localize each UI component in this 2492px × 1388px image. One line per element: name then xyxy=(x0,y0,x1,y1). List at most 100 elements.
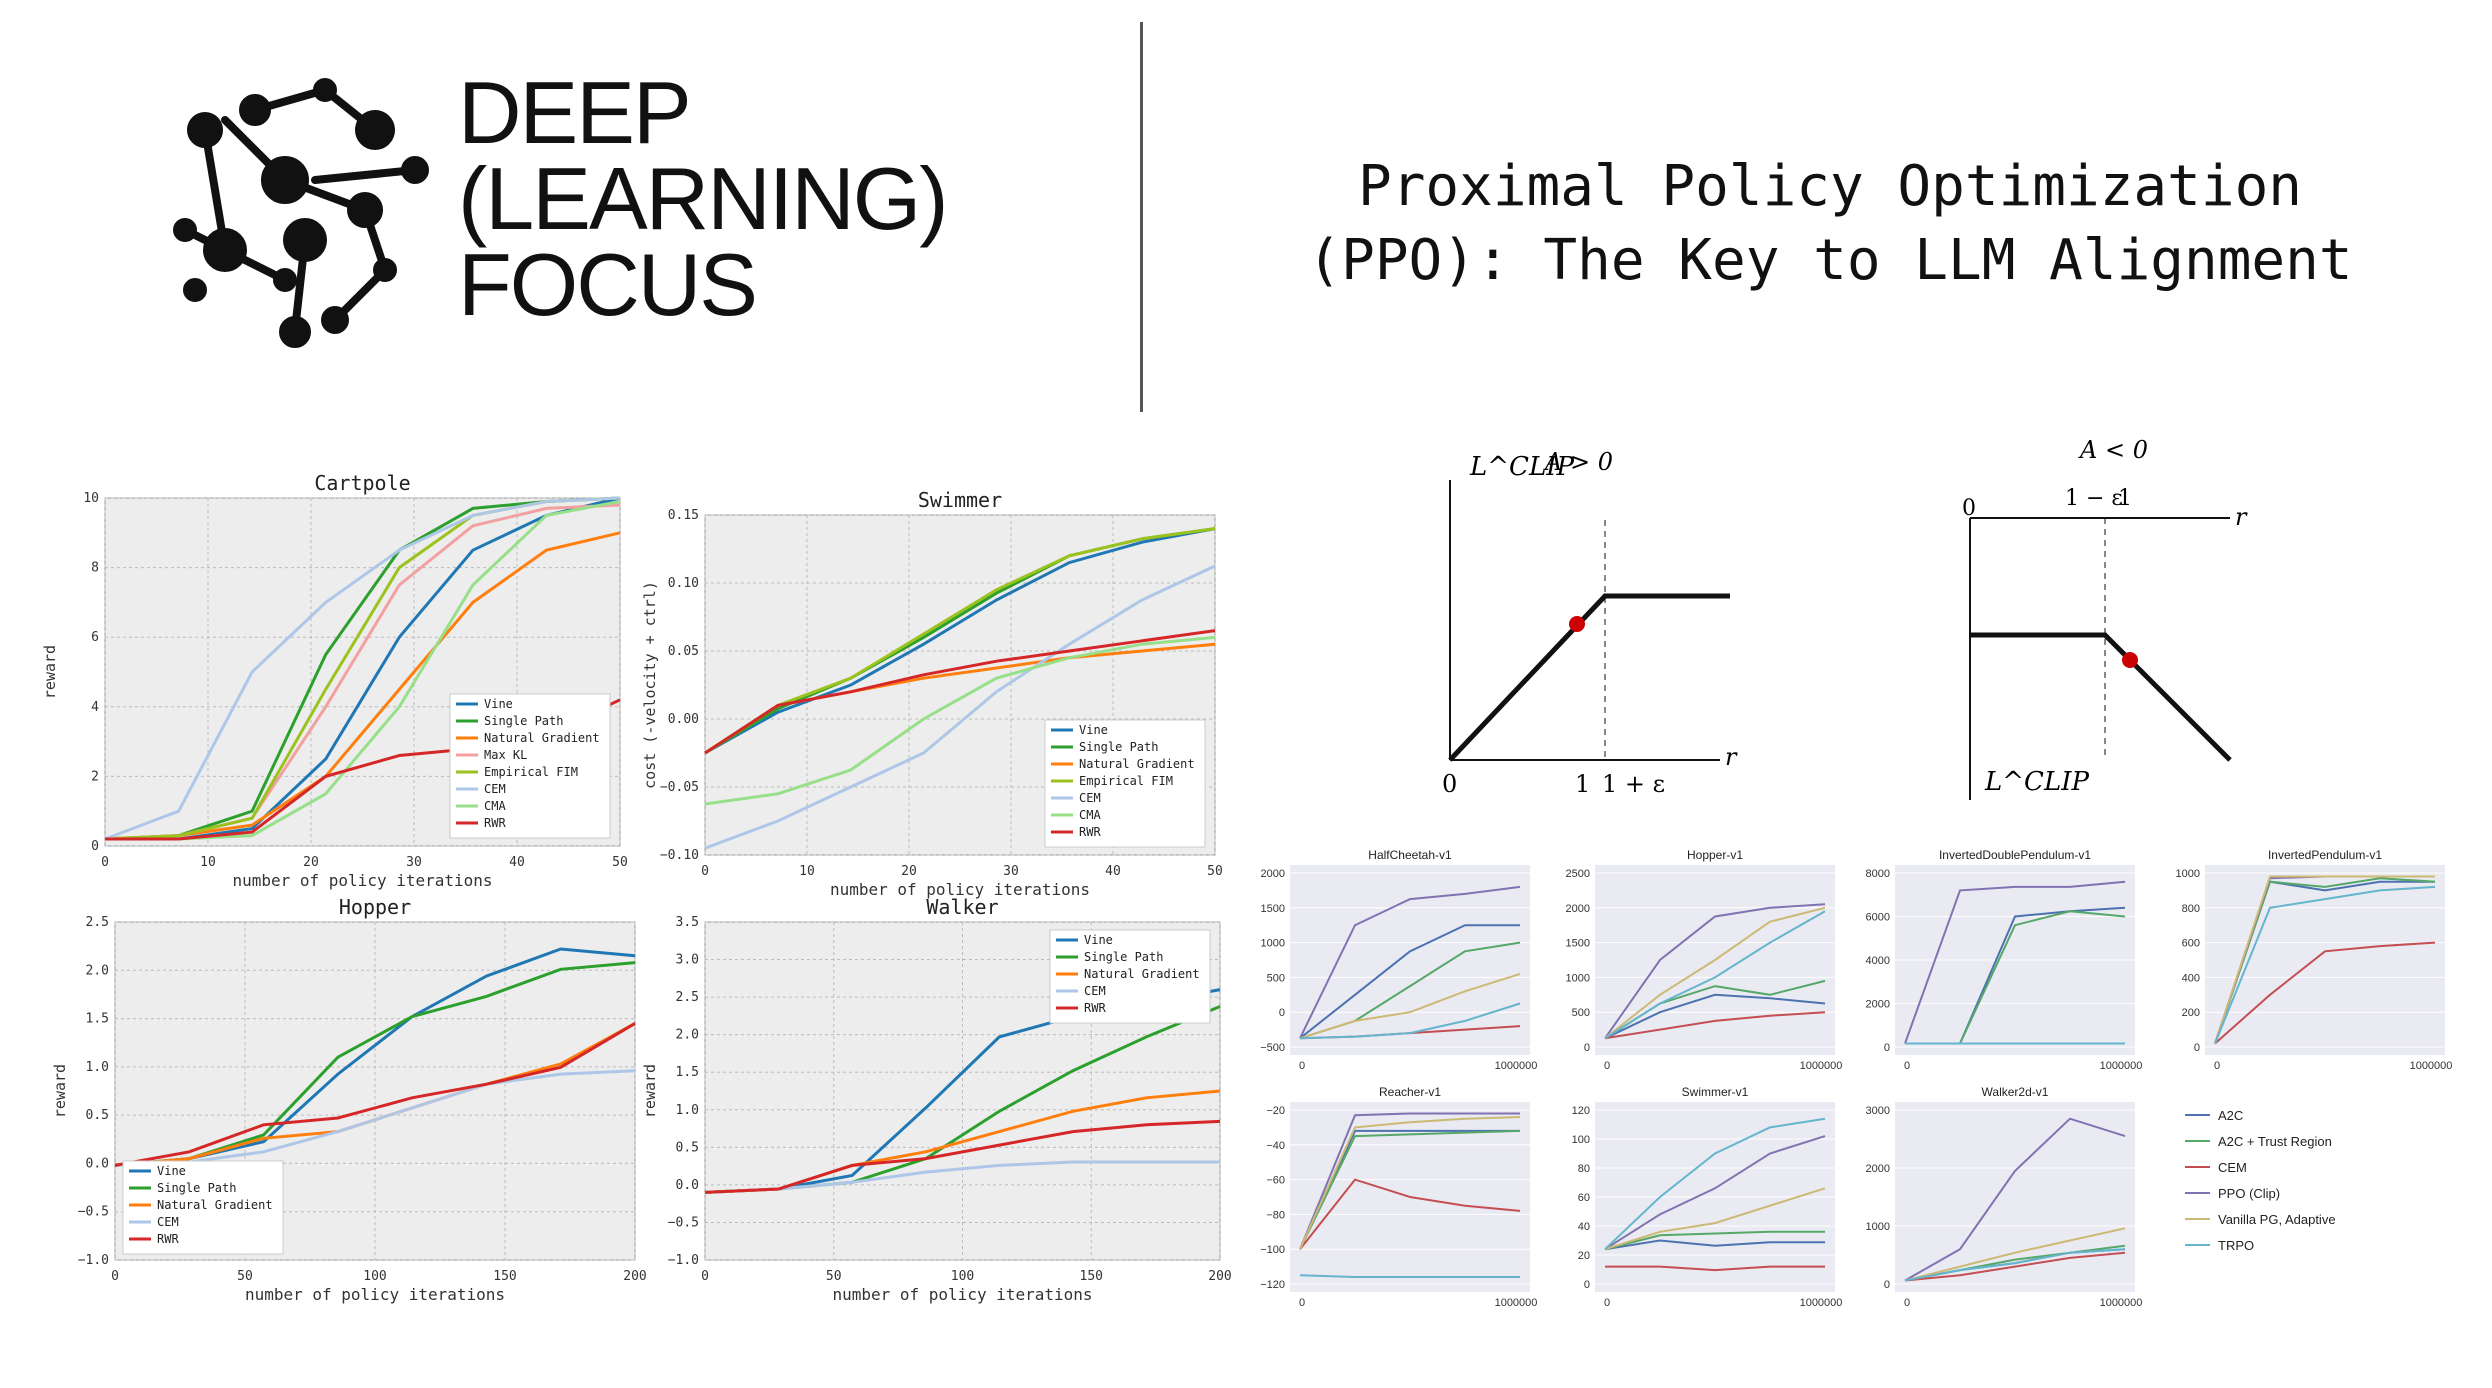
y-tick-label: 500 xyxy=(1267,972,1285,984)
x-tick-label: 20 xyxy=(901,864,917,879)
tick-label: 1 − ε xyxy=(2065,486,2123,511)
series-line xyxy=(1604,910,1826,1040)
y-axis-label: reward xyxy=(641,1064,659,1118)
legend-label: Natural Gradient xyxy=(484,731,600,745)
y-tick-label: 1000 xyxy=(1866,1221,1890,1233)
x-tick-label: 50 xyxy=(1207,864,1223,879)
brain-network-icon xyxy=(173,78,429,348)
y-tick-label: 500 xyxy=(1572,1007,1590,1019)
y-tick-label: 2000 xyxy=(1566,903,1590,915)
legend-label: Empirical FIM xyxy=(484,765,578,779)
legend-label: Natural Gradient xyxy=(1079,757,1195,771)
y-tick-label: −0.5 xyxy=(668,1215,699,1230)
current-point xyxy=(2122,652,2138,668)
mujoco-panel: Swimmer-v1 0 20 40 60 80 100 120 0 1000000 xyxy=(1572,1085,1843,1309)
series-line xyxy=(1604,1230,1825,1251)
y-tick-label: 2000 xyxy=(1866,1163,1890,1175)
title-line-1: Proximal Policy Optimization xyxy=(1357,154,2302,219)
legend-box xyxy=(1044,719,1206,848)
x-tick-label: 0 xyxy=(1904,1060,1910,1072)
legend-label: RWR xyxy=(484,816,506,830)
legend-label: Natural Gradient xyxy=(1084,967,1200,981)
panel-title: Walker2d-v1 xyxy=(1982,1085,2049,1099)
x-tick-label: 200 xyxy=(1208,1269,1231,1284)
series-line xyxy=(1604,993,1826,1040)
y-tick-label: 10 xyxy=(83,491,99,506)
y-axis-label: L^CLIP xyxy=(1469,452,1574,482)
trpo-chart-walker: Walker 0 50 100 150 200 −1.0 −0.5 0.0 0.5 1.0 1.5 2.… xyxy=(641,895,1232,1304)
chart-title: Cartpole xyxy=(314,471,410,495)
y-tick-label: 0.0 xyxy=(86,1156,109,1171)
chart-title: Swimmer xyxy=(918,488,1002,512)
series-line xyxy=(1904,880,2126,1044)
legend-label: Natural Gradient xyxy=(157,1198,273,1212)
y-tick-label: 1000 xyxy=(1261,938,1285,950)
y-tick-label: −0.5 xyxy=(78,1205,109,1220)
page-title: Proximal Policy Optimization (PPO): The … xyxy=(1180,150,2480,298)
series-line xyxy=(1904,1227,2126,1282)
series-line xyxy=(1299,1112,1520,1250)
y-tick-label: −500 xyxy=(1260,1042,1285,1054)
title-line-2: (PPO): The Key to LLM Alignment xyxy=(1307,228,2353,293)
y-tick-label: −80 xyxy=(1266,1209,1285,1221)
panel-title: Hopper-v1 xyxy=(1687,848,1743,862)
y-tick-label: 600 xyxy=(2182,938,2200,950)
y-tick-label: 1.0 xyxy=(676,1103,699,1118)
x-tick-label: 0 xyxy=(101,855,109,870)
series-line xyxy=(1605,1265,1825,1272)
y-tick-label: 0 xyxy=(1279,1007,1285,1019)
y-tick-label: −60 xyxy=(1266,1175,1285,1187)
legend-label: TRPO xyxy=(2218,1238,2254,1253)
panel-title: InvertedPendulum-v1 xyxy=(2268,848,2382,862)
clip-diagram-negative: A < 0 r 0 1 − ε1 L^CLIP xyxy=(1962,436,2248,800)
x-tick-label: 10 xyxy=(200,855,216,870)
legend-box xyxy=(449,693,611,839)
series-line xyxy=(1604,1239,1825,1251)
chart-title: Hopper xyxy=(339,895,411,919)
x-tick-label: 0 xyxy=(111,1269,119,1284)
y-tick-label: 0.5 xyxy=(86,1108,109,1123)
tick-label: 1 xyxy=(1575,770,1590,798)
x-tick-label: 0 xyxy=(1604,1060,1610,1072)
series-line xyxy=(2214,885,2436,1044)
y-tick-label: 8000 xyxy=(1866,868,1890,880)
legend-label: RWR xyxy=(157,1232,179,1246)
mujoco-panel: Hopper-v1 0 500 1000 1500 2000 2500 0 1000000 xyxy=(1566,848,1843,1072)
y-tick-label: 0 xyxy=(91,839,99,854)
x-tick-label: 150 xyxy=(1080,1269,1103,1284)
y-tick-label: 1000 xyxy=(2176,868,2200,880)
y-tick-label: 0.5 xyxy=(676,1140,699,1155)
series-line xyxy=(1904,1251,2126,1282)
y-axis-label: cost (-velocity + ctrl) xyxy=(641,581,659,789)
x-tick-label: 50 xyxy=(237,1269,253,1284)
mujoco-panel: Reacher-v1 −120 −100 −80 −60 −40 −20 0 1000000 xyxy=(1260,1085,1537,1309)
brand-line-3: FOCUS xyxy=(458,235,758,334)
series-line xyxy=(704,1119,1221,1194)
brand-wordmark: DEEP (LEARNING) FOCUS xyxy=(458,63,948,334)
x-tick-label: 200 xyxy=(623,1269,646,1284)
x-tick-label: 40 xyxy=(509,855,525,870)
y-tick-label: −100 xyxy=(1260,1244,1285,1256)
y-tick-label: 1.5 xyxy=(676,1065,699,1080)
brand-line-1: DEEP xyxy=(458,63,692,162)
y-tick-label: 100 xyxy=(1572,1134,1590,1146)
y-tick-label: 2.0 xyxy=(86,963,109,978)
panel-title: Swimmer-v1 xyxy=(1682,1085,1749,1099)
y-tick-label: 3000 xyxy=(1866,1105,1890,1117)
legend-box xyxy=(1049,929,1211,1024)
y-tick-label: 1.0 xyxy=(86,1060,109,1075)
x-tick-label: 1000000 xyxy=(1800,1060,1843,1072)
x-tick-label: 0 xyxy=(2214,1060,2220,1072)
y-tick-label: 60 xyxy=(1578,1192,1590,1204)
y-tick-label: 1.5 xyxy=(86,1012,109,1027)
y-tick-label: 200 xyxy=(2182,1007,2200,1019)
y-tick-label: 1500 xyxy=(1261,903,1285,915)
panel-title: HalfCheetah-v1 xyxy=(1368,848,1452,862)
mujoco-panel: Walker2d-v1 0 1000 2000 3000 0 1000000 xyxy=(1866,1085,2143,1309)
y-tick-label: 2 xyxy=(91,769,99,784)
series-line xyxy=(1299,1002,1521,1040)
mujoco-panel: InvertedPendulum-v1 0 200 400 600 800 1000 0 100… xyxy=(2176,848,2453,1072)
series-line xyxy=(704,1160,1220,1194)
legend-label: Single Path xyxy=(1079,740,1158,754)
